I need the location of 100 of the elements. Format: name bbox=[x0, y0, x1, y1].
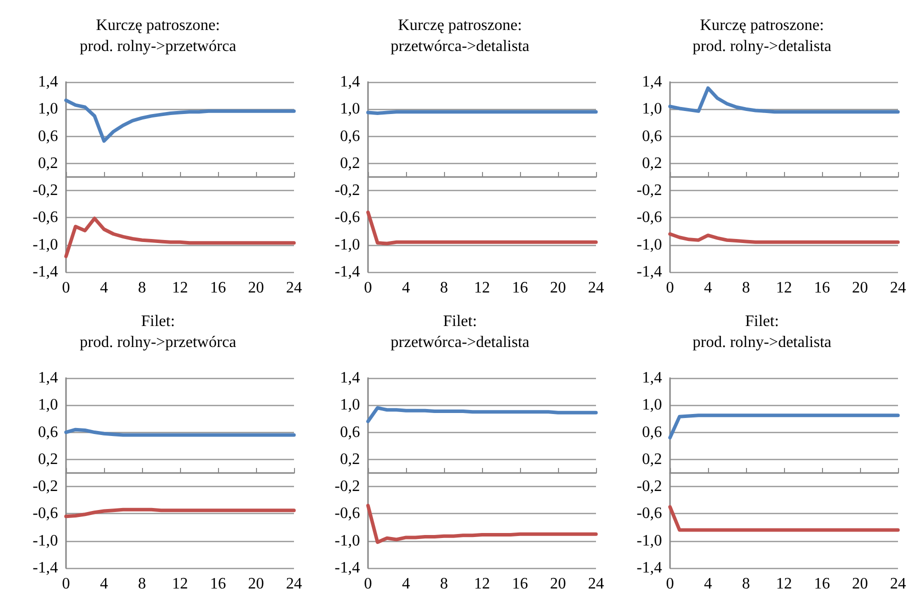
line-series bbox=[366, 210, 598, 246]
y-tick-label: -0,2 bbox=[636, 182, 662, 200]
line-series bbox=[366, 504, 598, 544]
x-tick-label: 8 bbox=[440, 576, 448, 592]
y-tick-label: -0,6 bbox=[334, 505, 360, 522]
x-tick-label: 16 bbox=[814, 576, 830, 592]
x-tick-label: 16 bbox=[814, 280, 830, 296]
line-series bbox=[64, 216, 296, 258]
y-tick-label: 1,4 bbox=[642, 74, 662, 90]
x-tick-label: 12 bbox=[776, 576, 792, 592]
y-tick-label: -0,6 bbox=[32, 209, 58, 226]
y-tick-label: -0,6 bbox=[636, 505, 662, 522]
y-tick-label: 0,6 bbox=[340, 424, 360, 441]
x-tick-label: 0 bbox=[62, 576, 70, 592]
x-tick-label: 20 bbox=[248, 576, 264, 592]
chart-title: Kurczę patroszone: prod. rolny->przetwórca bbox=[80, 17, 236, 55]
line-series bbox=[668, 414, 900, 440]
y-tick-label: -1,0 bbox=[32, 236, 58, 254]
y-tick-label: 1,0 bbox=[642, 396, 662, 414]
line-series bbox=[64, 508, 296, 518]
y-tick-label: 1,4 bbox=[340, 74, 360, 90]
x-tick-label: 24 bbox=[890, 280, 906, 296]
y-tick-label: 0,6 bbox=[642, 424, 662, 441]
y-tick-label: -0,2 bbox=[334, 182, 360, 200]
line-series bbox=[668, 232, 900, 244]
x-tick-label: 12 bbox=[474, 576, 490, 592]
x-tick-label: 0 bbox=[666, 280, 674, 296]
y-tick-label: 0,2 bbox=[38, 154, 58, 172]
x-tick-label: 12 bbox=[474, 280, 490, 296]
y-tick-label: -1,4 bbox=[636, 560, 662, 576]
x-tick-label: 20 bbox=[852, 280, 868, 296]
y-tick-label: 0,6 bbox=[38, 128, 58, 145]
line-series bbox=[64, 98, 296, 143]
x-tick-label: 0 bbox=[364, 576, 372, 592]
y-tick-label: 0,2 bbox=[642, 154, 662, 172]
y-tick-label: -1,0 bbox=[334, 532, 360, 550]
y-tick-label: -0,6 bbox=[334, 209, 360, 226]
x-tick-label: 4 bbox=[704, 280, 712, 296]
chart-title: Kurczę patroszone: prod. rolny->detalista bbox=[692, 17, 832, 55]
y-tick-label: 1,0 bbox=[38, 396, 58, 414]
y-tick-label: -1,4 bbox=[636, 264, 662, 280]
x-tick-label: 16 bbox=[210, 576, 226, 592]
y-tick-label: 0,2 bbox=[38, 450, 58, 468]
x-tick-label: 12 bbox=[172, 576, 188, 592]
y-tick-label: 0,6 bbox=[642, 128, 662, 145]
x-tick-label: 8 bbox=[742, 576, 750, 592]
y-tick-label: -1,0 bbox=[32, 532, 58, 550]
y-tick-label: -1,4 bbox=[32, 264, 58, 280]
x-tick-label: 12 bbox=[172, 280, 188, 296]
y-tick-label: -0,2 bbox=[32, 182, 58, 200]
x-tick-label: 24 bbox=[286, 576, 302, 592]
x-tick-label: 4 bbox=[100, 576, 108, 592]
y-tick-label: 1,4 bbox=[38, 370, 58, 386]
x-tick-label: 12 bbox=[776, 280, 792, 296]
x-tick-label: 24 bbox=[286, 280, 302, 296]
y-tick-label: 1,4 bbox=[340, 370, 360, 386]
y-tick-label: 1,4 bbox=[38, 74, 58, 90]
x-tick-label: 8 bbox=[742, 280, 750, 296]
x-tick-label: 20 bbox=[550, 576, 566, 592]
x-tick-label: 8 bbox=[138, 576, 146, 592]
y-tick-label: -0,6 bbox=[32, 505, 58, 522]
y-tick-label: 1,0 bbox=[340, 100, 360, 118]
y-tick-label: -1,0 bbox=[636, 236, 662, 254]
y-tick-label: -1,4 bbox=[334, 560, 360, 576]
y-tick-label: -0,2 bbox=[334, 478, 360, 496]
y-tick-label: -1,0 bbox=[334, 236, 360, 254]
chart-title: Filet: prod. rolny->przetwórca bbox=[80, 313, 236, 351]
x-tick-label: 24 bbox=[588, 280, 604, 296]
x-tick-label: 0 bbox=[62, 280, 70, 296]
x-tick-label: 4 bbox=[704, 576, 712, 592]
y-tick-label: 0,2 bbox=[340, 450, 360, 468]
x-tick-label: 0 bbox=[364, 280, 372, 296]
x-tick-label: 20 bbox=[852, 576, 868, 592]
x-tick-label: 8 bbox=[138, 280, 146, 296]
y-tick-label: 1,0 bbox=[38, 100, 58, 118]
x-tick-label: 4 bbox=[402, 576, 410, 592]
x-tick-label: 8 bbox=[440, 280, 448, 296]
y-tick-label: 0,6 bbox=[340, 128, 360, 145]
y-tick-label: -1,4 bbox=[334, 264, 360, 280]
chart-title: Filet: prod. rolny->detalista bbox=[692, 313, 832, 351]
x-tick-label: 16 bbox=[512, 576, 528, 592]
y-tick-label: 0,6 bbox=[38, 424, 58, 441]
line-series bbox=[366, 406, 598, 424]
x-tick-label: 24 bbox=[890, 576, 906, 592]
y-tick-label: -0,6 bbox=[636, 209, 662, 226]
x-tick-label: 20 bbox=[550, 280, 566, 296]
x-tick-label: 16 bbox=[210, 280, 226, 296]
chart-title: Filet: przetwórca->detalista bbox=[390, 313, 530, 351]
x-tick-label: 20 bbox=[248, 280, 264, 296]
x-tick-label: 4 bbox=[100, 280, 108, 296]
y-tick-label: -0,2 bbox=[636, 478, 662, 496]
y-tick-label: -1,0 bbox=[636, 532, 662, 550]
x-tick-label: 4 bbox=[402, 280, 410, 296]
chart-title: Kurczę patroszone: przetwórca->detalista bbox=[390, 17, 530, 55]
y-tick-label: 0,2 bbox=[340, 154, 360, 172]
y-tick-label: 1,0 bbox=[340, 396, 360, 414]
y-tick-label: 1,0 bbox=[642, 100, 662, 118]
line-series bbox=[668, 86, 900, 114]
y-tick-label: 0,2 bbox=[642, 450, 662, 468]
y-tick-label: 1,4 bbox=[642, 370, 662, 386]
